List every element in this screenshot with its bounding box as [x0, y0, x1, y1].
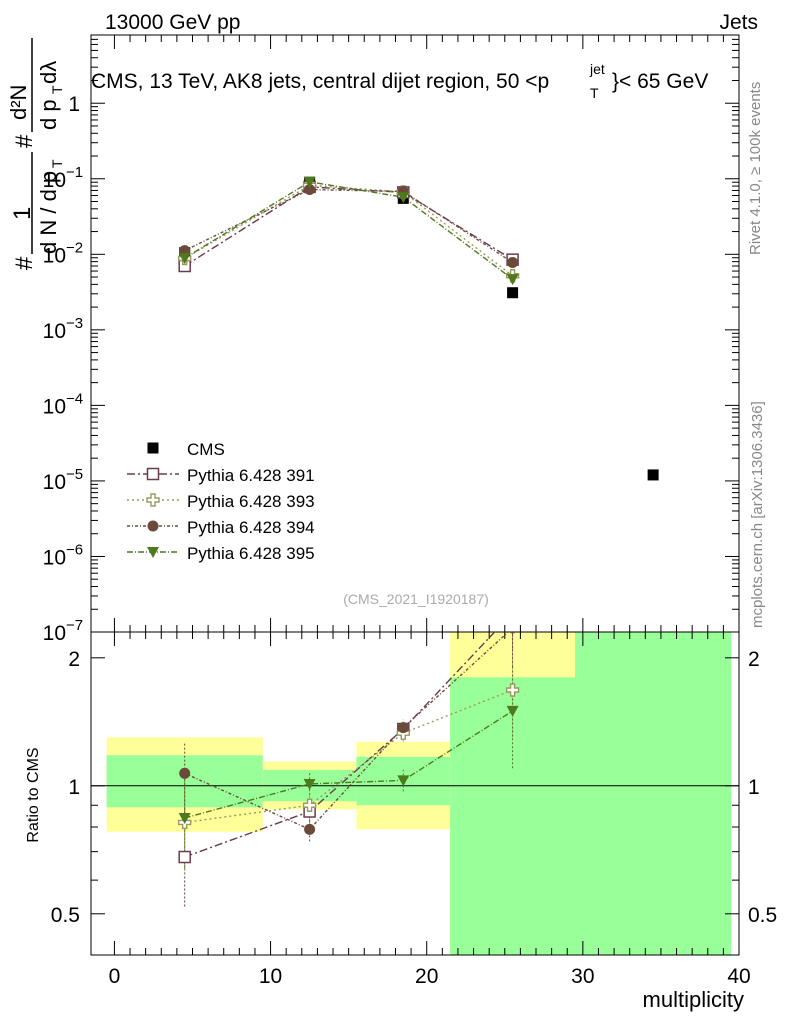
ratio-tick-label-right: 0.5	[748, 904, 777, 927]
series-point-ratio	[179, 767, 191, 779]
plot-title-sup: jet	[589, 61, 605, 77]
ylabel-hash2: #	[11, 134, 38, 148]
ratio-frame	[90, 631, 740, 956]
process-label: Jets	[719, 11, 758, 34]
cms-data-point	[507, 287, 519, 299]
x-tick-label: 0	[109, 965, 121, 988]
legend-label: Pythia 6.428 391	[187, 466, 315, 485]
y-tick-label: 10	[43, 622, 66, 645]
series-line-main	[184, 188, 513, 264]
legend-label: Pythia 6.428 393	[187, 492, 315, 511]
series-point-ratio	[506, 705, 519, 717]
main-frame	[90, 34, 740, 633]
legend-label: Pythia 6.428 395	[187, 544, 315, 563]
legend-marker	[146, 467, 160, 481]
ratio-tick-label: 1	[68, 776, 80, 799]
legend-marker	[147, 520, 159, 532]
y-tick-label: 1	[68, 93, 80, 116]
xlabel: multiplicity	[643, 987, 744, 1012]
series-point-ratio	[304, 823, 316, 835]
ylabel-den2: d p	[36, 99, 61, 130]
ratio-series	[177, 607, 520, 907]
ratio-tick-label: 2	[68, 648, 80, 671]
y-tick-label: 10	[43, 244, 66, 267]
ylabel-hash: #	[11, 256, 38, 270]
legend-cms-label: CMS	[187, 440, 225, 459]
energy-label: 13000 GeV pp	[105, 11, 240, 34]
legend-label: Pythia 6.428 394	[187, 518, 315, 537]
series-point-ratio	[508, 632, 517, 634]
plot-title: CMS, 13 TeV, AK8 jets, central dijet reg…	[91, 61, 708, 101]
plot-title-main: CMS, 13 TeV, AK8 jets, central dijet reg…	[91, 70, 549, 93]
plot-title-sub: T	[590, 85, 599, 101]
series-point-main	[506, 274, 519, 286]
legend-cms-marker	[147, 442, 159, 454]
series-point-main	[303, 176, 316, 188]
y-tick-label: 10	[43, 395, 66, 418]
analysis-watermark: (CMS_2021_I1920187)	[343, 591, 489, 607]
legend-marker	[147, 547, 159, 558]
series-point-ratio	[507, 607, 518, 618]
cms-data-point	[647, 469, 659, 481]
x-tick-label: 30	[571, 965, 594, 988]
band-green	[575, 632, 732, 955]
ratio-tick-label-right: 1	[748, 776, 760, 799]
y-tick-label-exp: −3	[66, 315, 83, 332]
ylabel-one: 1	[9, 207, 36, 220]
ylabel-den2-end: dλ	[36, 61, 61, 84]
ylabel-num2: d²N	[6, 85, 31, 120]
mcplots-label: mcplots.cern.ch [arXiv:1306.3436]	[749, 401, 766, 628]
series-line-ratio	[184, 689, 513, 824]
ylabel-den2-sub: T	[49, 85, 65, 94]
series-point-main	[397, 192, 410, 204]
ratio-tick-label: 0.5	[51, 904, 80, 927]
series-line-ratio	[184, 710, 513, 819]
y-tick-label: 10	[43, 546, 66, 569]
y-tick-label-exp: −5	[66, 466, 83, 483]
series-line-main	[184, 186, 513, 267]
series-point-ratio	[397, 775, 410, 787]
y-tick-label: 10	[43, 320, 66, 343]
data-series	[177, 176, 659, 907]
series-line-main	[184, 181, 514, 280]
y-tick-label: 10	[43, 169, 66, 192]
x-tick-label: 40	[727, 965, 750, 988]
legend-marker	[146, 493, 160, 507]
series-point-ratio	[178, 850, 191, 864]
ratio-bands	[106, 632, 732, 955]
series-line-ratio	[184, 632, 510, 831]
y-tick-label-exp: −1	[66, 164, 83, 181]
series-point-main	[178, 253, 191, 265]
x-tick-label: 20	[415, 965, 438, 988]
series-point-ratio	[397, 722, 409, 734]
ylabel-denom: d N / d p	[36, 171, 61, 254]
series-point-main	[304, 184, 316, 196]
series-point-ratio	[303, 778, 316, 790]
ylabel-top: # 1 d N / d p T # d²N d p T dλ	[6, 38, 65, 270]
series-line-ratio	[184, 632, 496, 858]
series-point-ratio	[302, 798, 317, 812]
y-tick-label: 10	[43, 471, 66, 494]
legend: CMS Pythia 6.428 391 Pythia 6.428 393 Pythi…	[127, 440, 315, 563]
plot-title-end: }< 65 GeV	[612, 70, 708, 93]
y-tick-label-exp: −2	[66, 239, 83, 256]
y-tick-label-exp: −6	[66, 541, 83, 558]
ratio-tick-label-right: 2	[748, 648, 760, 671]
y-tick-label-exp: −4	[66, 390, 83, 407]
series-point-ratio	[505, 683, 520, 697]
series-point-ratio	[178, 812, 191, 824]
y-tick-label-exp: −7	[66, 617, 83, 634]
ylabel-denom-sub: T	[49, 159, 65, 168]
series-line-main	[184, 184, 514, 277]
series-point-main	[507, 256, 519, 268]
ylabel-bottom: Ratio to CMS	[25, 747, 42, 842]
x-tick-label: 10	[259, 965, 282, 988]
rivet-label: Rivet 4.1.0, ≥ 100k events	[747, 82, 764, 255]
